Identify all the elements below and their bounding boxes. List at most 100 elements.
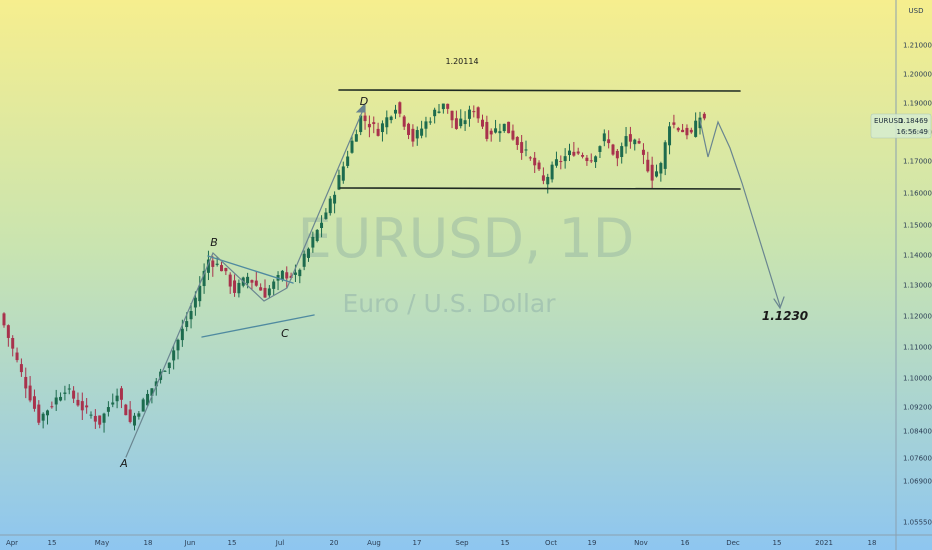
candle-body [185, 321, 189, 328]
time-tick-label: 15 [48, 539, 57, 547]
candle-body [285, 272, 289, 279]
support-line[interactable] [339, 187, 741, 190]
candle-body [507, 121, 511, 134]
candle-body [585, 157, 589, 162]
wave-path[interactable] [125, 109, 364, 458]
candle-body [646, 159, 650, 172]
currency-label: USD [909, 7, 924, 15]
candle-body [589, 160, 593, 162]
candle [607, 130, 611, 149]
candle [167, 362, 171, 375]
price-tick-label: 1.20000 [903, 71, 932, 79]
candle [594, 155, 598, 168]
candle [50, 401, 54, 409]
candle-body [163, 370, 167, 372]
candle [333, 191, 337, 214]
candle [672, 114, 676, 129]
candle-body [19, 364, 23, 373]
projection-path[interactable] [699, 119, 781, 307]
candle-body [607, 139, 611, 144]
candle-body [102, 413, 106, 423]
candle [176, 338, 180, 360]
candle-body [211, 260, 215, 267]
candle-body [533, 157, 537, 166]
candle-body [167, 362, 171, 369]
candle-body [54, 397, 58, 405]
candle-body [320, 222, 324, 228]
last-price-symbol: EURUSD [874, 117, 903, 125]
candle [541, 167, 545, 185]
candle-body [76, 399, 80, 406]
candle-body [115, 395, 119, 402]
time-tick-label: Jul [275, 539, 285, 547]
candle-body [106, 407, 110, 412]
candle-body [98, 415, 102, 425]
candle-body [233, 280, 237, 293]
candle [572, 141, 576, 157]
candle-body [376, 128, 380, 136]
candle [476, 106, 480, 123]
candle [98, 415, 102, 429]
candle [602, 129, 606, 147]
candle-body [698, 117, 702, 129]
candle [454, 110, 458, 130]
candle [424, 116, 428, 138]
candle-body [668, 126, 672, 146]
candle [354, 129, 358, 142]
candle [6, 324, 10, 347]
candle [89, 411, 93, 419]
candle-body [141, 399, 145, 412]
candle-body [372, 122, 376, 125]
candle-body [385, 117, 389, 128]
candle-body [650, 164, 654, 181]
candle-body [28, 385, 32, 401]
price-tick-label: 1.21000 [903, 42, 932, 50]
candle [502, 123, 506, 133]
candle-body [324, 212, 328, 219]
candle-body [67, 388, 71, 390]
candle-body [398, 102, 402, 114]
candle-body [420, 128, 424, 136]
candle-body [476, 107, 480, 119]
time-tick-label: 18 [144, 539, 153, 547]
candle [24, 367, 28, 399]
candle [19, 358, 23, 377]
price-axis[interactable]: USD 1.210001.200001.190001.180001.170001… [870, 0, 932, 550]
candle [198, 276, 202, 307]
wave-label-c: C [281, 327, 289, 340]
candle [350, 135, 354, 154]
triangle-lower-line[interactable] [201, 314, 315, 338]
candle [689, 127, 693, 134]
candle [659, 161, 663, 182]
candle [611, 143, 615, 156]
candle [450, 110, 454, 129]
candle-body [394, 109, 397, 114]
price-tick-label: 1.19000 [903, 100, 932, 108]
candle-body [63, 392, 67, 394]
candle [694, 112, 698, 138]
candle [494, 119, 498, 134]
candle-body [133, 415, 136, 426]
time-tick-label: Apr [6, 539, 18, 547]
candle-body [46, 410, 49, 416]
time-tick-label: 19 [588, 539, 597, 547]
candle [389, 115, 393, 124]
time-axis[interactable]: Apr 15 May 18 Jun 15 Jul 20 Aug 17 Sep 15 Oct 19 Nov 16… [0, 534, 932, 547]
candle [37, 400, 41, 426]
triangle-upper-line[interactable] [207, 255, 294, 284]
candle-body [298, 269, 302, 277]
candle-body [433, 109, 437, 117]
candle-body [528, 157, 532, 159]
candle [507, 121, 511, 134]
candle-body [272, 281, 276, 289]
resistance-line[interactable] [338, 89, 741, 92]
candle-body [333, 194, 337, 204]
candle [633, 138, 637, 151]
price-tick-label: 1.17000 [903, 158, 932, 166]
candle-body [150, 388, 154, 396]
candle-body [6, 325, 10, 338]
time-tick-label: 18 [868, 539, 877, 547]
candle [272, 279, 276, 296]
